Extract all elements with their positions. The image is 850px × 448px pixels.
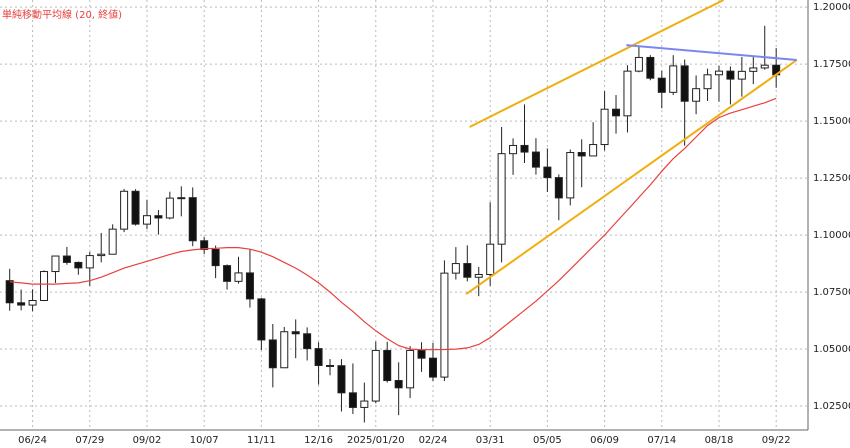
candle-body bbox=[428, 357, 437, 378]
y-tick-label: 1.10000 bbox=[813, 230, 850, 241]
candle-body bbox=[703, 74, 712, 90]
candle-body bbox=[509, 144, 518, 155]
candle-body bbox=[223, 265, 232, 282]
candle-body bbox=[463, 263, 472, 278]
candle-body bbox=[451, 263, 460, 274]
y-tick-label: 1.02500 bbox=[813, 401, 850, 412]
candle-body bbox=[268, 339, 277, 369]
candle-body bbox=[326, 364, 335, 367]
candle-body bbox=[486, 243, 495, 276]
x-tick-label: 09/02 bbox=[133, 435, 162, 446]
candle-body bbox=[74, 261, 83, 269]
moving-average-line bbox=[9, 97, 777, 351]
x-tick-label: 05/05 bbox=[533, 435, 562, 446]
candle-body bbox=[474, 274, 483, 278]
y-tick-label: 1.15000 bbox=[813, 116, 850, 127]
candle-body bbox=[303, 333, 312, 350]
candle-body bbox=[520, 144, 529, 153]
candle-body bbox=[577, 152, 586, 157]
candle-body bbox=[280, 331, 289, 369]
candle-body bbox=[62, 255, 71, 263]
candle-body bbox=[531, 151, 540, 168]
x-tick-label: 06/24 bbox=[18, 435, 47, 446]
candle-body bbox=[40, 271, 49, 301]
trend-line bbox=[465, 59, 798, 295]
candle-body bbox=[337, 365, 346, 394]
trend-line bbox=[626, 44, 797, 61]
candle-body bbox=[497, 153, 506, 245]
candle-body bbox=[348, 392, 357, 408]
candle-body bbox=[5, 280, 14, 304]
candle-body bbox=[383, 349, 392, 382]
y-tick-label: 1.12500 bbox=[813, 173, 850, 184]
x-tick-label: 06/09 bbox=[590, 435, 619, 446]
candle-body bbox=[97, 253, 106, 257]
candle-body bbox=[234, 272, 243, 282]
candle-body bbox=[714, 70, 723, 76]
candle-body bbox=[142, 215, 151, 225]
y-tick-label: 1.07500 bbox=[813, 287, 850, 298]
candle-body bbox=[200, 240, 209, 250]
candle-body bbox=[612, 108, 621, 117]
candle-body bbox=[669, 65, 678, 93]
candle-body bbox=[692, 88, 701, 102]
candle-body bbox=[737, 70, 746, 80]
legend-entry: 単純移動平均線 (20, 終値) bbox=[2, 8, 122, 21]
candle-body bbox=[28, 299, 37, 306]
candle-body bbox=[680, 65, 689, 102]
candle-body bbox=[406, 349, 415, 389]
x-tick-label: 08/18 bbox=[705, 435, 734, 446]
candle-body bbox=[634, 56, 643, 72]
candle-body bbox=[600, 108, 609, 146]
candle-body bbox=[85, 255, 94, 269]
candle-body bbox=[760, 64, 769, 69]
candle-body bbox=[108, 228, 117, 255]
candle-body bbox=[749, 67, 758, 72]
candle-body bbox=[394, 380, 403, 389]
candle-body bbox=[17, 302, 26, 306]
candle-body bbox=[646, 56, 655, 79]
candle-body bbox=[726, 70, 735, 80]
candle-body bbox=[543, 166, 552, 179]
x-tick-label: 10/07 bbox=[190, 435, 219, 446]
candle-body bbox=[440, 272, 449, 378]
candle-body bbox=[417, 349, 426, 359]
x-tick-label: 11/11 bbox=[247, 435, 276, 446]
candle-body bbox=[257, 298, 266, 341]
candle-body bbox=[120, 190, 129, 230]
candle-body bbox=[566, 152, 575, 199]
candle-body bbox=[154, 215, 163, 219]
candle-body bbox=[314, 348, 323, 366]
candle-body bbox=[51, 255, 60, 273]
candle-body bbox=[657, 77, 666, 93]
x-tick-label: 03/31 bbox=[476, 435, 505, 446]
candle-body bbox=[371, 349, 380, 402]
x-tick-label: 07/14 bbox=[647, 435, 676, 446]
x-tick-label: 12/16 bbox=[304, 435, 333, 446]
candle-body bbox=[623, 70, 632, 117]
candle-body bbox=[554, 177, 563, 199]
plot-area bbox=[5, 0, 798, 423]
x-tick-label: 07/29 bbox=[75, 435, 104, 446]
candle-body bbox=[165, 197, 174, 219]
candle-body bbox=[245, 272, 254, 300]
trend-line bbox=[469, 0, 725, 128]
y-tick-label: 1.05000 bbox=[813, 344, 850, 355]
x-tick-label: 2025/01/20 bbox=[347, 435, 405, 446]
candle-body bbox=[291, 331, 300, 335]
candle-body bbox=[211, 248, 220, 267]
candle-body bbox=[177, 197, 186, 200]
x-tick-label: 02/24 bbox=[419, 435, 448, 446]
candle-body bbox=[360, 400, 369, 408]
candle-body bbox=[188, 197, 197, 242]
y-tick-label: 1.17500 bbox=[813, 59, 850, 70]
x-tick-label: 09/22 bbox=[762, 435, 791, 446]
candle-body bbox=[131, 190, 140, 225]
candle-body bbox=[589, 144, 598, 157]
